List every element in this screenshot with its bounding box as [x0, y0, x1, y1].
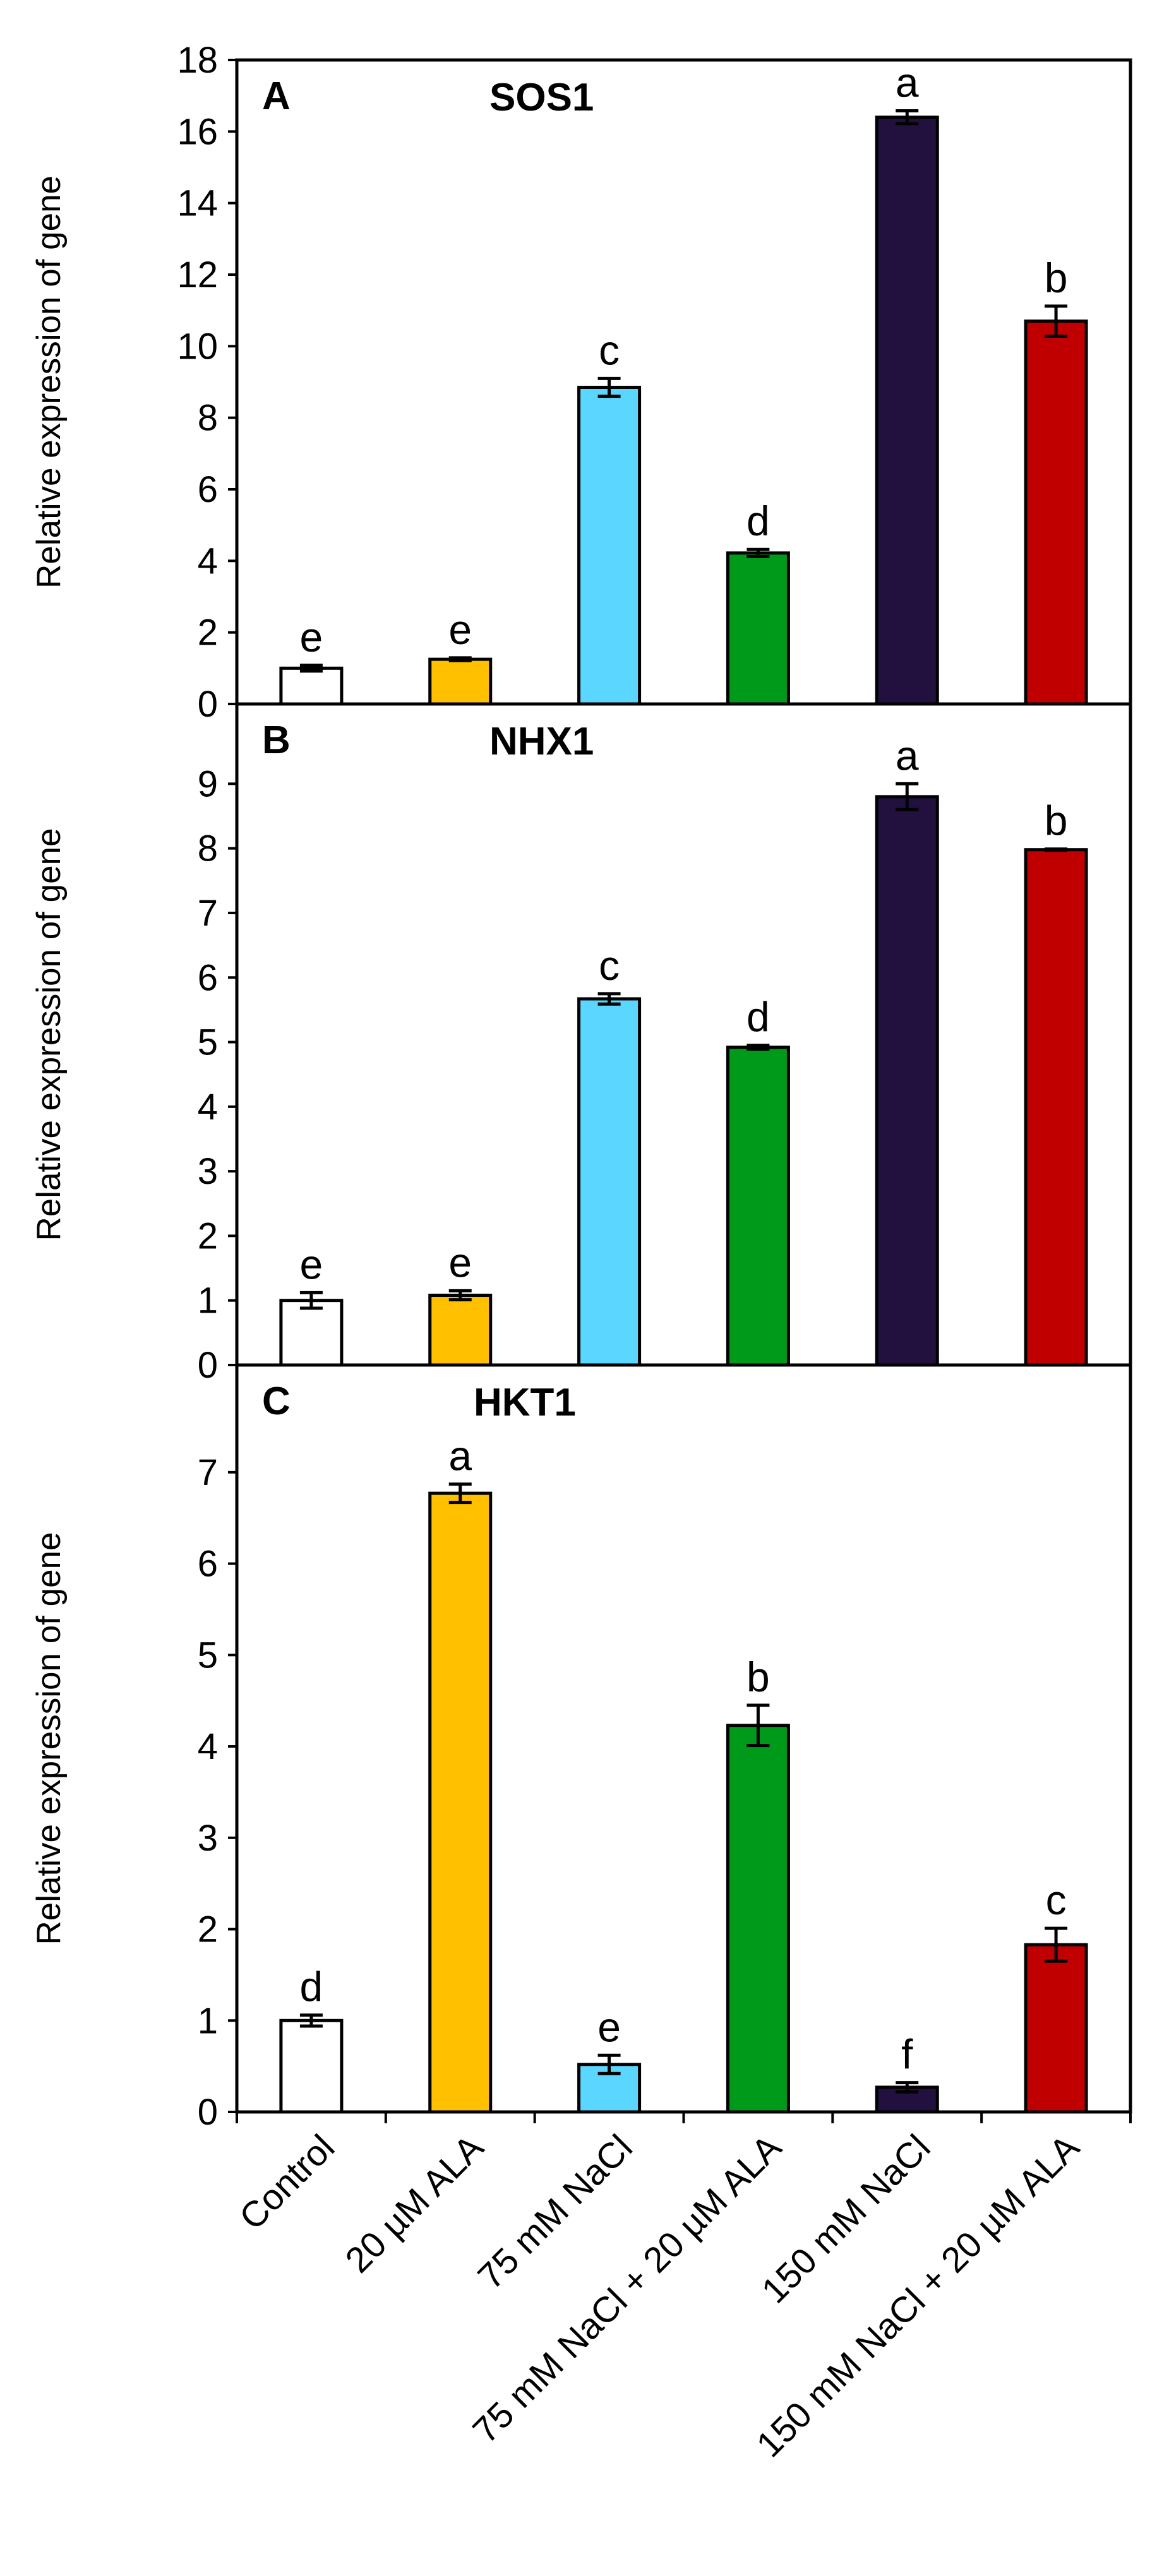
x-tick-label: 150 mM NaCl + 20 µM ALA: [749, 2127, 1088, 2466]
significance-letter: f: [901, 2031, 913, 2078]
x-tick-label: 75 mM NaCl: [471, 2127, 640, 2297]
y-tick-label: 4: [198, 540, 218, 581]
significance-letter: a: [448, 1433, 472, 1479]
y-tick-label: 10: [177, 326, 218, 367]
plot-frame: [235, 58, 1132, 706]
panel-b: 0 1 2 3 4 5 6 7 8 9 Relative expression of gene B NH…: [30, 702, 1132, 1386]
y-tick-label: 6: [198, 1544, 218, 1585]
y-tick-label: 3: [198, 1818, 218, 1859]
bar-hkt1-0: [279, 2018, 344, 2114]
bar-sos1-1: [428, 657, 493, 706]
x-tick-label: 20 µM ALA: [338, 2127, 491, 2281]
y-tick-label: 0: [198, 684, 218, 725]
y-tick-label: 14: [177, 183, 218, 224]
y-tick-label: 18: [177, 40, 218, 81]
y-tick-label: 0: [198, 2092, 218, 2133]
y-tick-label: 3: [198, 1151, 218, 1192]
y-axis-label: Relative expression of gene: [30, 828, 68, 1241]
y-axis-label: Relative expression of gene: [30, 176, 68, 588]
significance-letter: d: [746, 994, 770, 1041]
bar-nhx1-5: [1024, 848, 1088, 1367]
y-tick-label: 16: [177, 111, 218, 152]
significance-letter: c: [1046, 1876, 1067, 1923]
y-tick-label: 0: [198, 1345, 218, 1386]
y-tick-label: 1: [198, 1280, 218, 1321]
bar-hkt1-3: [726, 1724, 790, 2114]
y-tick-label: 1: [198, 2000, 218, 2041]
significance-letter: e: [448, 1239, 472, 1285]
plot-frame: [235, 702, 1132, 1367]
significance-letter: e: [300, 1241, 323, 1287]
bar-nhx1-3: [726, 1046, 790, 1367]
plot-frame: [235, 1363, 1132, 2114]
bar-sos1-4: [875, 116, 939, 706]
significance-letter: c: [599, 326, 620, 373]
panel-letter: B: [262, 719, 291, 762]
panel-title: NHX1: [489, 720, 594, 763]
significance-letter: a: [896, 59, 919, 105]
panel-letter: C: [262, 1380, 291, 1423]
significance-letter: b: [1045, 254, 1068, 301]
y-tick-label: 12: [177, 254, 218, 295]
y-tick-label: 7: [198, 1452, 218, 1493]
panel-c: 0 1 2 3 4 5 6 7 Relative expression of gene C HKT1…: [30, 1363, 1132, 2133]
panel-letter: A: [262, 75, 291, 118]
y-tick-label: 6: [198, 957, 218, 998]
significance-letter: a: [896, 732, 919, 778]
panel-title: SOS1: [489, 76, 594, 119]
y-axis-label: Relative expression of gene: [30, 1532, 68, 1945]
y-tick-label: 9: [198, 763, 218, 804]
y-tick-label: 8: [198, 828, 218, 869]
y-tick-label: 7: [198, 893, 218, 934]
bar-sos1-0: [279, 666, 344, 706]
bar-nhx1-1: [428, 1294, 493, 1367]
significance-letter: b: [746, 1654, 770, 1700]
bar-sos1-3: [726, 551, 790, 706]
panel-title: HKT1: [474, 1381, 576, 1424]
panel-a: 0 2 4 6 8 10 12 14 16 18 Relative expression of ge…: [30, 40, 1132, 725]
significance-letter: c: [599, 942, 620, 989]
y-tick-label: 5: [198, 1022, 218, 1063]
bar-sos1-5: [1024, 319, 1088, 706]
significance-letter: e: [448, 606, 472, 653]
significance-letter: d: [300, 1964, 323, 2010]
y-tick-label: 2: [198, 1215, 218, 1256]
bar-nhx1-2: [577, 997, 642, 1367]
y-tick-label: 4: [198, 1726, 218, 1767]
bar-hkt1-5: [1024, 1943, 1088, 2114]
y-tick-label: 2: [198, 612, 218, 653]
bar-sos1-2: [577, 386, 642, 706]
x-tick-label: Control: [232, 2127, 342, 2238]
significance-letter: e: [597, 2003, 621, 2050]
significance-letter: d: [746, 498, 770, 544]
y-tick-label: 5: [198, 1635, 218, 1676]
significance-letter: e: [300, 614, 323, 660]
x-tick-label: 75 mM NaCl + 20 µM ALA: [465, 2127, 789, 2451]
y-tick-label: 8: [198, 398, 218, 439]
y-tick-label: 2: [198, 1909, 218, 1950]
bar-nhx1-0: [279, 1299, 344, 1367]
bar-hkt1-1: [428, 1491, 493, 2114]
bar-nhx1-4: [875, 795, 939, 1367]
significance-letter: b: [1045, 797, 1068, 844]
y-tick-label: 6: [198, 469, 218, 510]
y-tick-label: 4: [198, 1087, 218, 1128]
